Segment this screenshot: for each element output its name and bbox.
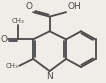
Text: OH: OH [67, 2, 81, 11]
Text: O: O [0, 35, 7, 44]
Text: CH₃: CH₃ [12, 18, 24, 24]
Text: N: N [46, 72, 53, 81]
Text: O: O [25, 2, 32, 11]
Text: CH₃: CH₃ [5, 63, 18, 69]
